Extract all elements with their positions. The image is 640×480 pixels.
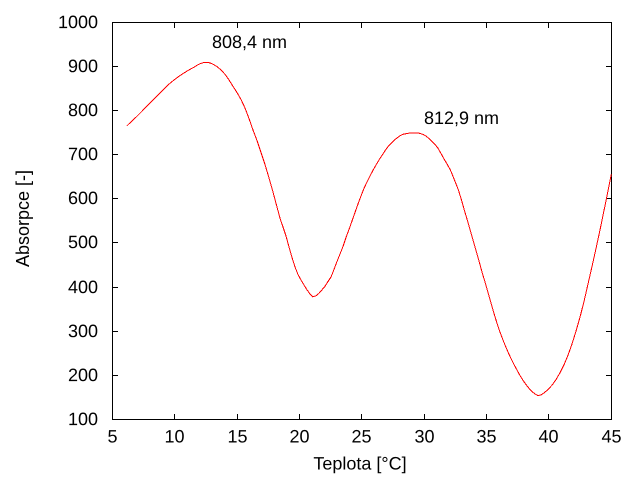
svg-text:500: 500	[68, 232, 98, 252]
svg-text:10: 10	[164, 426, 184, 446]
svg-text:40: 40	[538, 426, 558, 446]
svg-text:900: 900	[68, 56, 98, 76]
svg-text:808,4 nm: 808,4 nm	[212, 32, 287, 52]
svg-text:400: 400	[68, 277, 98, 297]
svg-text:300: 300	[68, 321, 98, 341]
svg-text:1000: 1000	[58, 12, 98, 32]
svg-text:200: 200	[68, 365, 98, 385]
svg-text:600: 600	[68, 188, 98, 208]
svg-text:800: 800	[68, 100, 98, 120]
svg-text:45: 45	[601, 426, 621, 446]
svg-text:700: 700	[68, 144, 98, 164]
svg-text:Teplota [°C]: Teplota [°C]	[313, 453, 406, 473]
svg-text:30: 30	[414, 426, 434, 446]
svg-text:5: 5	[107, 426, 117, 446]
svg-text:100: 100	[68, 409, 98, 429]
svg-text:35: 35	[476, 426, 496, 446]
svg-text:Absorpce [-]: Absorpce [-]	[13, 170, 33, 267]
svg-text:20: 20	[289, 426, 309, 446]
svg-text:25: 25	[351, 426, 371, 446]
svg-text:15: 15	[227, 426, 247, 446]
svg-text:812,9 nm: 812,9 nm	[424, 108, 499, 128]
